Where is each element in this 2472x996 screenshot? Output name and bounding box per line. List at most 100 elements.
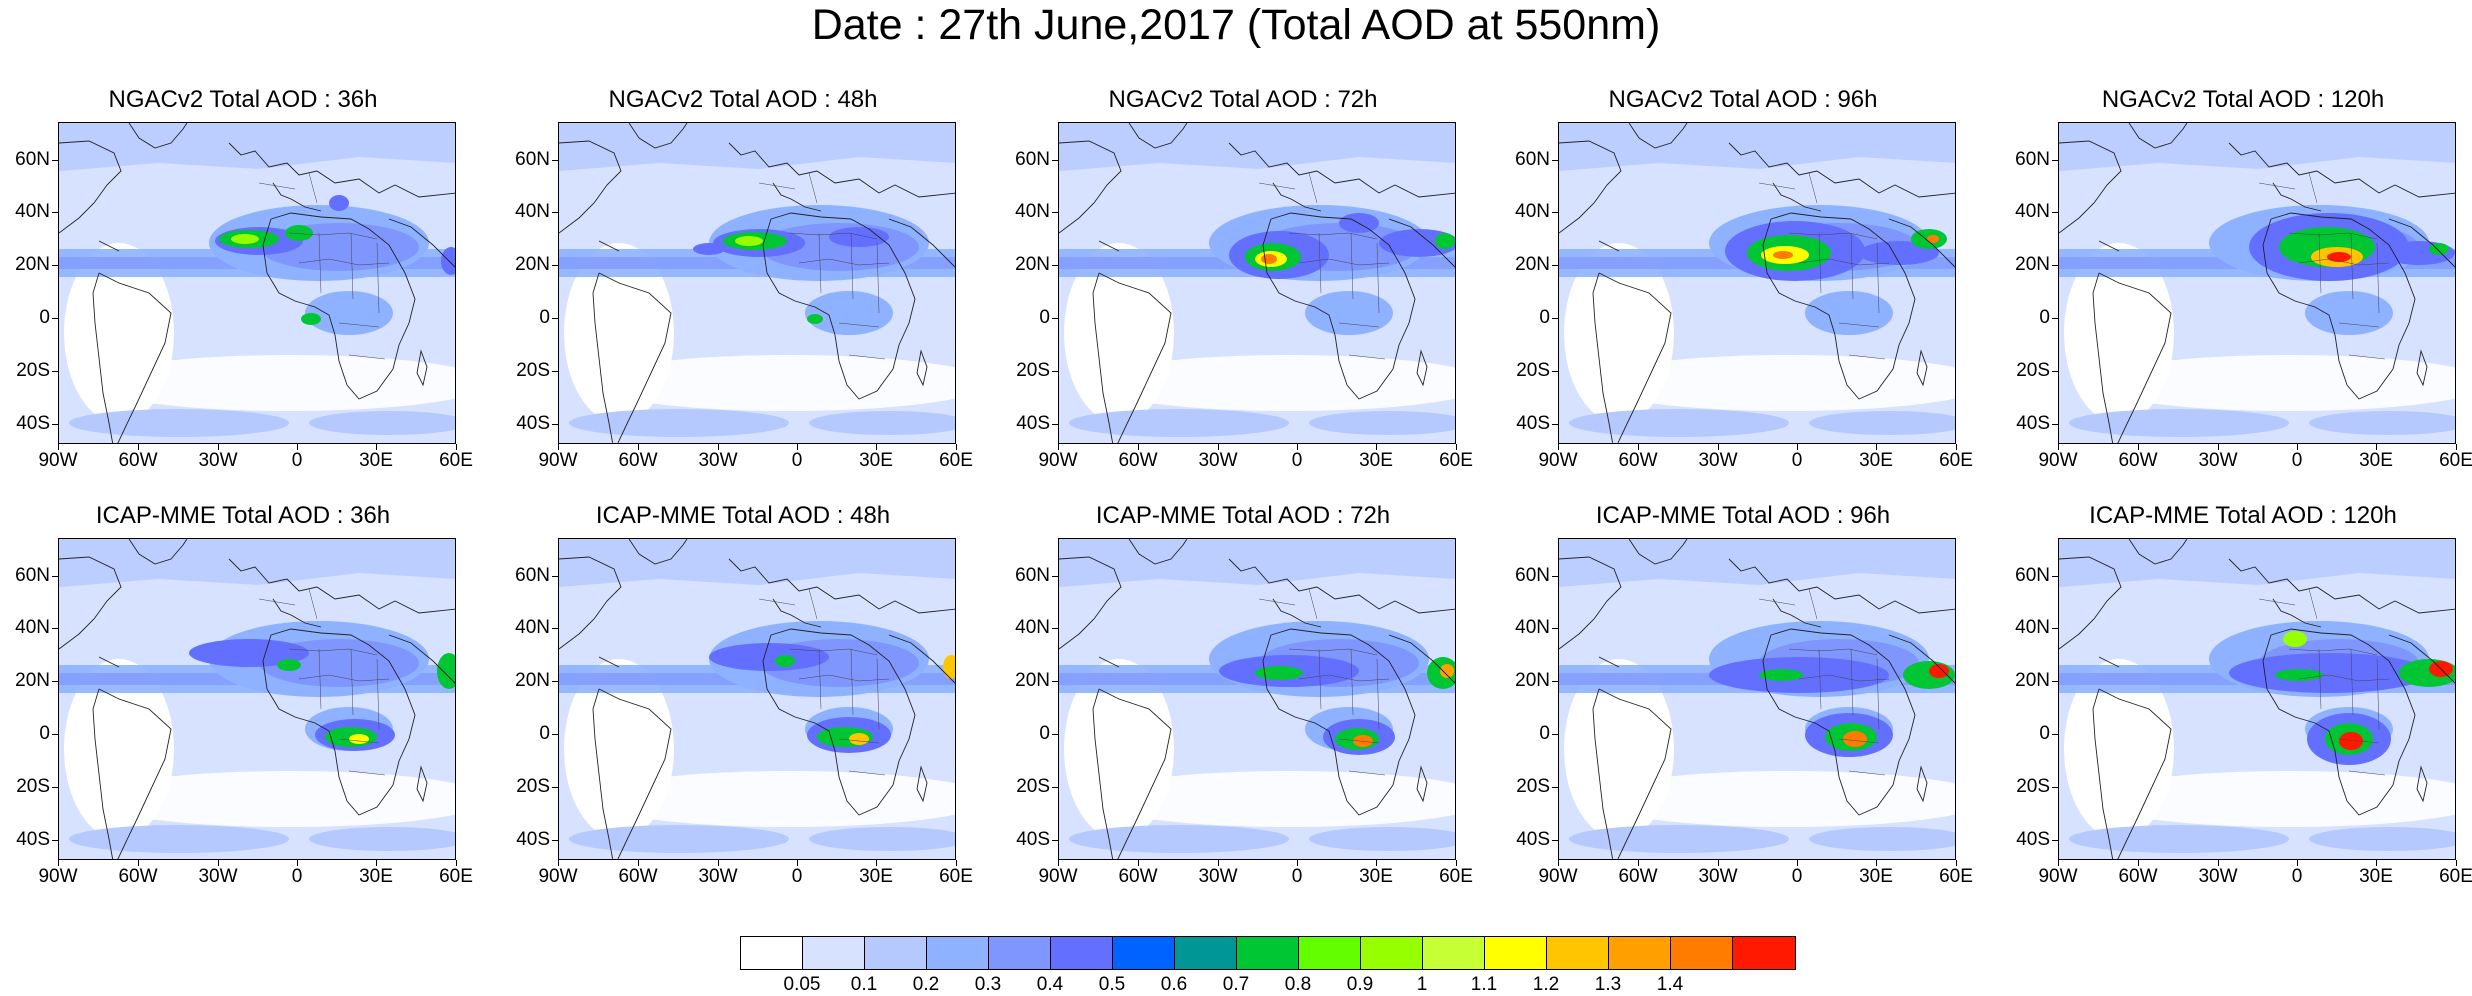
longitude-tick <box>2376 860 2377 866</box>
longitude-tick <box>1876 444 1877 450</box>
latitude-label: 40S <box>1516 413 1550 434</box>
longitude-tick <box>797 860 798 866</box>
latitude-label: 20S <box>16 360 50 381</box>
latitude-label: 20N <box>15 670 50 691</box>
longitude-label: 60E <box>2439 450 2472 471</box>
latitude-label: 40S <box>16 413 50 434</box>
colorbar-swatch <box>865 937 927 969</box>
aod-contour-map <box>1559 123 1955 443</box>
latitude-tick <box>2052 734 2058 735</box>
longitude-label: 60W <box>1618 450 1658 471</box>
latitude-tick <box>2052 371 2058 372</box>
latitude-tick <box>2052 576 2058 577</box>
latitude-label: 20N <box>2015 670 2050 691</box>
longitude-label: 0 <box>791 450 803 471</box>
latitude-tick <box>1052 787 1058 788</box>
longitude-label: 60W <box>1118 450 1158 471</box>
latitude-tick <box>1052 212 1058 213</box>
latitude-tick <box>1052 840 1058 841</box>
longitude-tick <box>2058 860 2059 866</box>
longitude-label: 60E <box>1439 450 1473 471</box>
longitude-label: 60E <box>1939 866 1973 887</box>
latitude-tick <box>52 424 58 425</box>
latitude-label: 40S <box>1016 413 1050 434</box>
colorbar-label: 0.05 <box>783 974 821 995</box>
aod-contour-map <box>59 539 455 859</box>
latitude-label: 0 <box>1039 723 1050 744</box>
longitude-tick <box>558 860 559 866</box>
latitude-label: 40S <box>16 829 50 850</box>
longitude-tick <box>138 860 139 866</box>
latitude-label: 40S <box>2016 413 2050 434</box>
colorbar-label: 1 <box>1416 974 1428 995</box>
colorbar-swatch <box>803 937 865 969</box>
longitude-label: 30E <box>2359 866 2393 887</box>
latitude-label: 20S <box>1016 776 1050 797</box>
latitude-tick <box>552 424 558 425</box>
longitude-tick <box>2297 444 2298 450</box>
longitude-label: 60W <box>618 866 658 887</box>
colorbar-label: 1.3 <box>1594 974 1622 995</box>
latitude-label: 40N <box>515 617 550 638</box>
latitude-label: 20S <box>2016 776 2050 797</box>
longitude-tick <box>558 444 559 450</box>
latitude-label: 60N <box>1015 149 1050 170</box>
longitude-tick <box>2218 860 2219 866</box>
aod-map <box>58 122 456 444</box>
latitude-tick <box>1552 681 1558 682</box>
longitude-label: 60W <box>1618 866 1658 887</box>
longitude-tick <box>638 444 639 450</box>
colorbar-label: 1.1 <box>1470 974 1498 995</box>
latitude-label: 40N <box>2015 201 2050 222</box>
latitude-tick <box>1552 628 1558 629</box>
longitude-label: 60W <box>118 450 158 471</box>
longitude-tick <box>138 444 139 450</box>
latitude-tick <box>552 840 558 841</box>
longitude-tick <box>218 860 219 866</box>
longitude-label: 30E <box>359 866 393 887</box>
colorbar-label: 0.4 <box>1036 974 1064 995</box>
latitude-tick <box>1052 371 1058 372</box>
longitude-tick <box>1456 860 1457 866</box>
longitude-label: 30W <box>1198 450 1238 471</box>
longitude-label: 30E <box>859 450 893 471</box>
latitude-tick <box>2052 318 2058 319</box>
longitude-label: 90W <box>538 866 578 887</box>
latitude-tick <box>52 212 58 213</box>
latitude-tick <box>52 787 58 788</box>
latitude-label: 40N <box>2015 617 2050 638</box>
colorbar-label: 0.3 <box>974 974 1002 995</box>
longitude-tick <box>2376 444 2377 450</box>
latitude-tick <box>2052 160 2058 161</box>
latitude-label: 60N <box>2015 149 2050 170</box>
latitude-label: 0 <box>1539 307 1550 328</box>
panel-title: NGACv2 Total AOD : 120h <box>2101 86 2385 113</box>
colorbar-swatch <box>1547 937 1609 969</box>
longitude-tick <box>956 860 957 866</box>
aod-map <box>58 538 456 860</box>
longitude-label: 60E <box>939 866 973 887</box>
longitude-tick <box>1956 444 1957 450</box>
aod-contour-map <box>1059 123 1455 443</box>
map-panel: NGACv2 Total AOD : 36h <box>0 86 486 486</box>
colorbar-label: 0.7 <box>1222 974 1250 995</box>
longitude-tick <box>718 860 719 866</box>
map-panel: ICAP-MME Total AOD : 48h <box>500 502 986 902</box>
latitude-tick <box>52 681 58 682</box>
colorbar-label: 0.2 <box>912 974 940 995</box>
latitude-tick <box>2052 212 2058 213</box>
longitude-tick <box>1376 860 1377 866</box>
latitude-label: 0 <box>2039 723 2050 744</box>
latitude-label: 20N <box>15 254 50 275</box>
latitude-label: 40N <box>1015 617 1050 638</box>
longitude-tick <box>638 860 639 866</box>
latitude-tick <box>552 160 558 161</box>
colorbar-label: 0.9 <box>1346 974 1374 995</box>
latitude-label: 60N <box>515 565 550 586</box>
colorbar-swatch <box>1609 937 1671 969</box>
latitude-label: 20N <box>2015 254 2050 275</box>
longitude-tick <box>718 444 719 450</box>
latitude-label: 20N <box>1515 254 1550 275</box>
latitude-label: 20N <box>1015 670 1050 691</box>
colorbar-swatch <box>1423 937 1485 969</box>
